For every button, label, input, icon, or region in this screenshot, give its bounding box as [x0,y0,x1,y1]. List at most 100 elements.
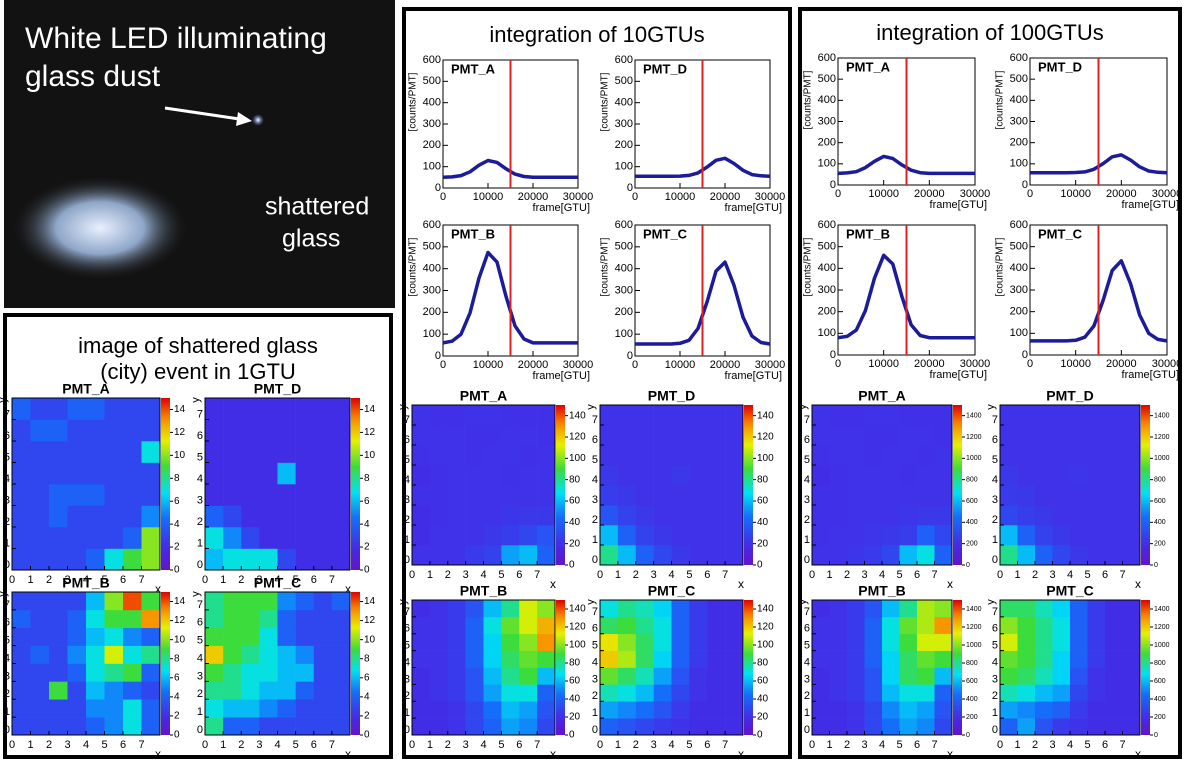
heatmap-cell [617,445,637,466]
y-tick-label: 400 [1010,94,1028,106]
colorbar-tick-label: 0 [174,730,180,741]
heatmap-cell [447,465,466,486]
heatmap-cell [635,405,654,426]
heatmap-cell [829,650,848,668]
x-tick-label: 2 [445,739,451,751]
heatmap-cell [1087,633,1106,651]
heatmap-cell [707,718,726,736]
panel-title: integration of 100GTUs [876,20,1103,45]
heatmap-cell [501,684,520,702]
y-tick-label: 5 [4,635,10,647]
heatmap-cell [1070,633,1088,651]
heatmap-cell [934,667,953,685]
heatmap-cell [707,485,726,506]
heatmap-cell [501,405,520,426]
heatmap-cell [123,627,142,646]
y-tick-label: 4 [992,656,998,668]
heatmap-cell [707,525,726,546]
heatmap-cell [277,462,296,485]
heatmap-cell [205,548,224,571]
heatmap-cell [30,681,50,700]
heatmap-cell [934,684,953,702]
heatmap-cell [812,425,830,446]
heatmap-cell [864,684,883,702]
heatmap: 0 1 2 3 4 5 6 701234567xyPMT_A02040608010012014… [397,388,586,591]
heatmap-cell [847,701,865,719]
heatmap-cell [917,405,935,426]
heatmap-cell [1017,405,1036,426]
colorbar-tick-label: 8 [364,473,370,484]
heatmap-cell [864,545,883,566]
glass-pile [12,176,188,280]
heatmap-cell [1017,485,1036,506]
heatmap-cell [671,701,690,719]
photo-label: shattered [265,193,369,221]
heatmap-cell [917,525,935,546]
colorbar-tick-label: 8 [174,653,180,664]
x-axis-label: x [155,582,161,596]
heatmap-cell [519,465,538,486]
colorbar-tick-label: 10 [364,634,376,645]
heatmap-cell [1122,600,1141,618]
heatmap-cell [1070,667,1088,685]
heatmap-cell [725,718,744,736]
heatmap-cell [617,667,637,685]
y-tick-label: 0 [627,350,633,362]
heatmap-cell [847,425,865,446]
heatmap-cell [635,633,654,651]
heatmap-cell [617,425,637,446]
heatmap-cell [934,425,953,446]
x-tick-label: 4 [83,739,89,751]
heatmap-cell [331,462,351,485]
x-axis-label: frame[GTU] [930,199,987,211]
heatmap-cell [1087,616,1106,635]
y-tick-label: 6 [4,617,10,629]
y-tick-label: 0 [592,554,598,566]
heatmap-cell [412,505,431,526]
chart-title: PMT_A [460,388,507,404]
heatmap-cell [295,681,315,700]
y-tick-label: 1 [592,534,598,546]
heatmap-cell [1070,445,1088,466]
heatmap-cell [313,484,333,506]
heatmap-cell [537,545,556,566]
x-tick-label: 5 [896,569,902,581]
heatmap-cell [635,616,654,635]
heatmap-cell [259,699,278,718]
x-axis-label: x [550,577,556,591]
panel-title: image of shattered glass [78,333,318,358]
y-tick-label: 1 [804,707,810,719]
heatmap-cell [501,650,520,668]
heatmap-cell [617,600,637,618]
x-tick-label: 2 [1032,739,1038,751]
heatmap-cell [259,527,278,549]
heatmap-cell [104,717,124,736]
y-tick-label: 1 [404,534,410,546]
heatmap-cell [295,548,315,571]
heatmap-cell [12,663,31,682]
heatmap-cell [67,398,87,420]
x-axis-label: x [947,747,953,761]
y-tick-label: 3 [197,670,203,682]
heatmap-cell [847,465,865,486]
x-tick-label: 0 [202,574,208,586]
heatmap-cell [241,527,260,549]
chart-title: PMT_C [254,575,301,591]
x-tick-label: 5 [498,739,504,751]
y-tick-label: 7 [197,408,203,420]
heatmap-cell [1070,525,1088,546]
x-tick-label: 1 [27,739,33,751]
heatmap-cell [205,505,224,528]
heatmap-cell [1000,485,1018,506]
heatmap-cell [689,485,708,506]
x-tick-label: 4 [879,739,885,751]
chart-title: PMT_A [858,388,905,404]
heatmap-cell [412,525,431,546]
x-tick-label: 6 [311,739,317,751]
heatmap-cell [1052,525,1071,546]
heatmap-cell [104,462,124,485]
heatmap-cell [1087,718,1106,736]
y-tick-label: 2 [4,688,10,700]
x-tick-label: 1 [1014,739,1020,751]
heatmap-cell [30,484,50,506]
